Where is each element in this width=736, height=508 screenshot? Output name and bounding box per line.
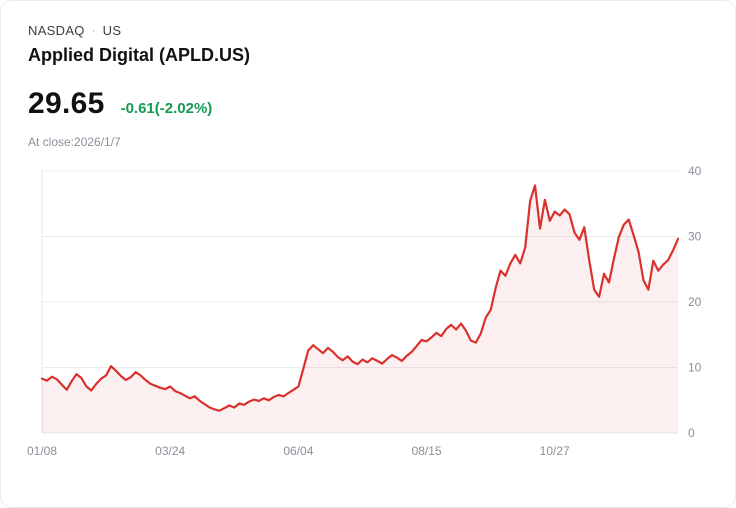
close-note: At close:2026/1/7 (28, 135, 121, 149)
svg-text:10/27: 10/27 (540, 444, 570, 458)
svg-text:01/08: 01/08 (27, 444, 57, 458)
price-change: -0.61(-2.02%) (120, 100, 213, 117)
svg-text:30: 30 (688, 230, 702, 244)
last-price: 29.65 (28, 87, 105, 120)
svg-text:08/15: 08/15 (412, 444, 442, 458)
price-chart: 0 10 20 30 40 01/08 03/24 06/04 08/15 10/27 (27, 164, 702, 458)
stock-title: Applied Digital (APLD.US) (28, 45, 250, 65)
exchange-label: NASDAQ (28, 23, 85, 38)
svg-text:10: 10 (688, 361, 702, 375)
region-label: US (102, 23, 122, 38)
exchange-row: NASDAQ · US (28, 23, 708, 38)
svg-text:03/24: 03/24 (155, 444, 185, 458)
svg-text:0: 0 (688, 426, 695, 440)
svg-text:40: 40 (688, 164, 702, 178)
svg-text:06/04: 06/04 (283, 444, 313, 458)
svg-text:20: 20 (688, 295, 702, 309)
quote-header: NASDAQ · US Applied Digital (APLD.US) 29… (1, 1, 735, 149)
exchange-separator: · (91, 24, 96, 37)
price-row: 29.65 -0.61(-2.02%) (28, 87, 708, 121)
